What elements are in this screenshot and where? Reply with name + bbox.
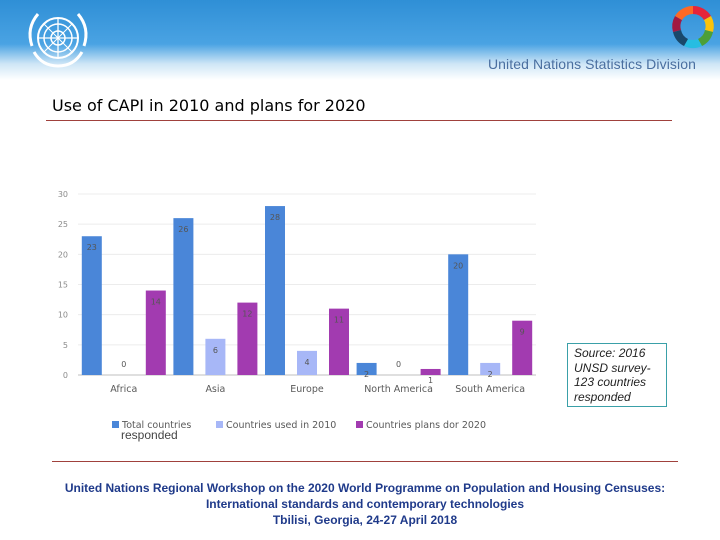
- data-label: 4: [304, 358, 309, 367]
- x-tick-label: Asia: [205, 384, 225, 395]
- title-divider: [46, 120, 672, 121]
- data-label: 0: [396, 360, 401, 369]
- bar: [329, 308, 349, 375]
- bar: [480, 362, 501, 375]
- data-label: 23: [87, 243, 97, 252]
- x-tick-label: South America: [455, 384, 525, 395]
- data-label: 9: [520, 328, 525, 337]
- bar: [145, 290, 166, 375]
- y-tick-label: 5: [63, 341, 68, 350]
- footer-divider: [52, 461, 678, 462]
- data-label: 2: [364, 370, 369, 379]
- data-label: 26: [178, 225, 188, 234]
- data-label: 28: [270, 213, 280, 222]
- bar: [448, 254, 469, 375]
- footer-line-3: Tbilisi, Georgia, 24-27 April 2018: [272, 513, 458, 527]
- legend-swatch: [112, 421, 119, 428]
- bar: [512, 320, 533, 375]
- x-tick-label: Africa: [110, 384, 137, 395]
- bar: [205, 338, 226, 375]
- y-tick-label: 25: [58, 220, 68, 229]
- data-label: 14: [151, 298, 161, 307]
- bar: [356, 362, 377, 375]
- legend-label: Total countries: [121, 420, 191, 431]
- data-label: 1: [428, 376, 433, 385]
- data-label: 2: [488, 370, 493, 379]
- legend-swatch: [216, 421, 223, 428]
- y-tick-label: 15: [58, 281, 68, 290]
- header-banner: United Nations Statistics Division: [0, 0, 720, 80]
- y-tick-label: 20: [58, 250, 68, 259]
- data-label: 0: [121, 360, 126, 369]
- un-emblem-icon: [28, 13, 88, 68]
- data-label: 12: [242, 310, 252, 319]
- bar: [297, 350, 317, 375]
- y-tick-label: 30: [58, 190, 68, 199]
- x-tick-label: Europe: [290, 384, 324, 395]
- bar: [237, 302, 258, 375]
- footer: United Nations Regional Workshop on the …: [30, 480, 700, 528]
- x-tick-label: North America: [364, 384, 433, 395]
- data-label: 11: [334, 316, 344, 325]
- legend-label: Countries plans dor 2020: [366, 420, 486, 431]
- footer-line-2: International standards and contemporary…: [205, 497, 525, 511]
- bar: [265, 206, 285, 375]
- stray-text: responded: [121, 428, 178, 442]
- legend-swatch: [356, 421, 363, 428]
- legend-label: Countries used in 2010: [226, 420, 336, 431]
- footer-line-1: United Nations Regional Workshop on the …: [64, 481, 666, 495]
- y-tick-label: 10: [58, 311, 68, 320]
- bar-chart: 05101520253023014Africa26612Asia28411Eur…: [58, 190, 536, 431]
- bar: [81, 236, 102, 375]
- bar: [173, 218, 194, 375]
- data-label: 20: [453, 261, 463, 270]
- division-name: United Nations Statistics Division: [487, 56, 696, 72]
- y-tick-label: 0: [63, 371, 68, 380]
- sdg-wheel-icon: [672, 5, 714, 49]
- source-note: Source: 2016 UNSD survey- 123 countries …: [567, 343, 667, 407]
- bar: [420, 368, 441, 375]
- data-label: 6: [213, 346, 218, 355]
- page-title: Use of CAPI in 2010 and plans for 2020: [52, 96, 366, 115]
